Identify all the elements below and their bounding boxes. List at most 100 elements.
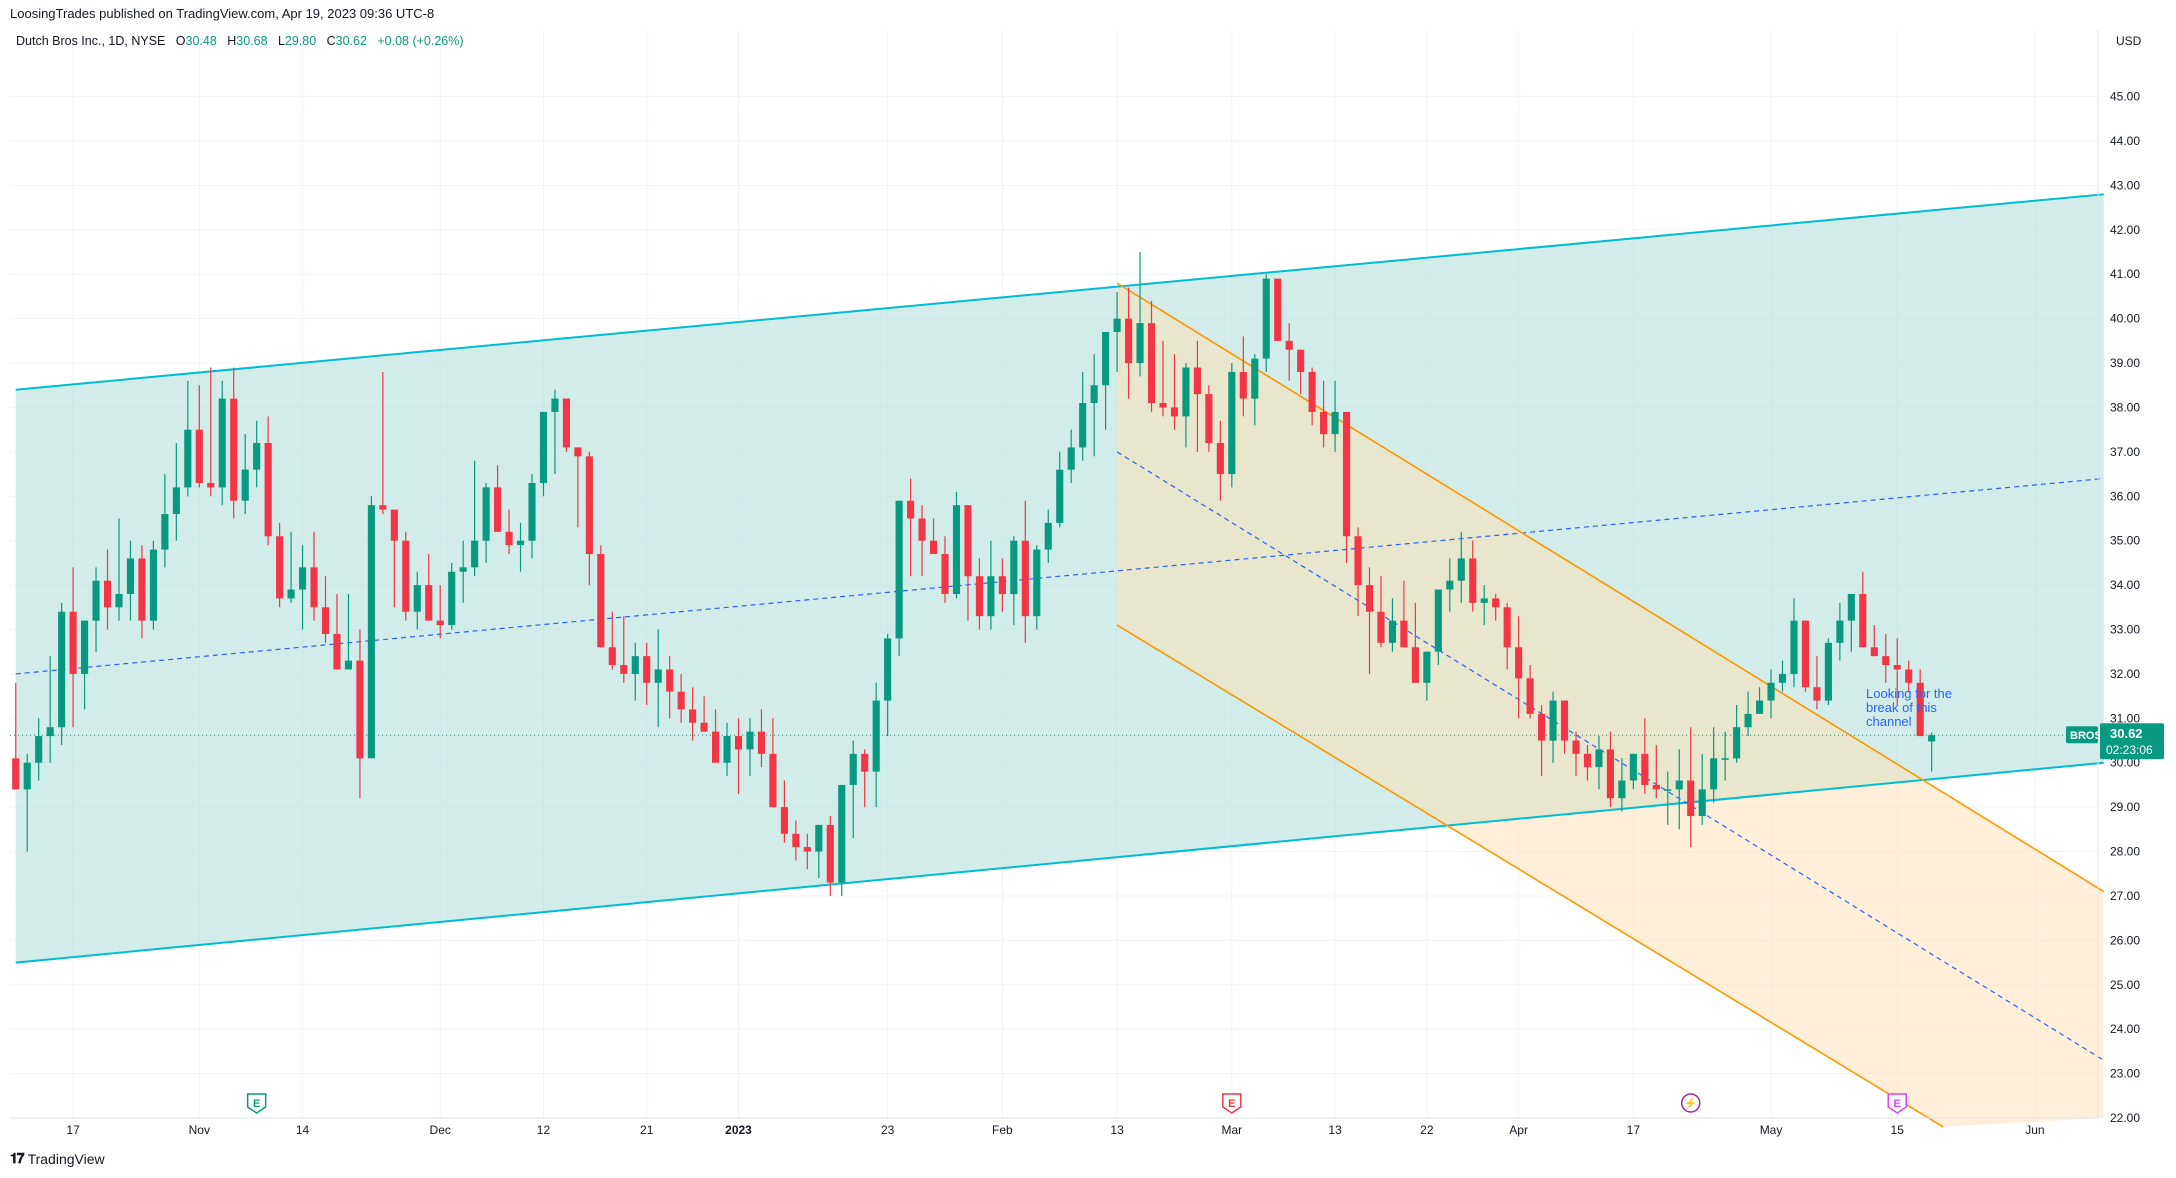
candle[interactable] bbox=[1905, 660, 1913, 692]
candle[interactable] bbox=[574, 447, 582, 528]
candle[interactable] bbox=[253, 420, 261, 488]
candle[interactable] bbox=[918, 505, 926, 577]
candle[interactable] bbox=[81, 620, 89, 710]
candle[interactable] bbox=[1801, 620, 1810, 692]
candle[interactable] bbox=[562, 398, 570, 452]
candle[interactable] bbox=[1778, 660, 1787, 692]
candle[interactable] bbox=[1285, 323, 1293, 381]
candle[interactable] bbox=[310, 531, 318, 621]
candle[interactable] bbox=[1228, 363, 1236, 488]
candle[interactable] bbox=[1423, 651, 1431, 701]
candle[interactable] bbox=[1526, 665, 1534, 719]
candle[interactable] bbox=[1297, 349, 1305, 395]
candle[interactable] bbox=[1251, 354, 1259, 426]
candle[interactable] bbox=[872, 682, 880, 808]
candle[interactable] bbox=[482, 482, 490, 563]
candlesticks[interactable] bbox=[12, 252, 1936, 896]
candle[interactable] bbox=[998, 558, 1006, 612]
candle[interactable] bbox=[884, 633, 892, 737]
candle[interactable] bbox=[1125, 287, 1133, 399]
candle[interactable] bbox=[964, 505, 972, 621]
candle[interactable] bbox=[1847, 593, 1855, 652]
candle[interactable] bbox=[23, 753, 31, 852]
candle[interactable] bbox=[356, 629, 364, 799]
candle[interactable] bbox=[975, 558, 983, 630]
candle[interactable] bbox=[723, 722, 731, 777]
candle[interactable] bbox=[666, 656, 674, 719]
candle[interactable] bbox=[1652, 744, 1660, 799]
candle[interactable] bbox=[1492, 593, 1500, 621]
candle[interactable] bbox=[620, 616, 628, 683]
candle[interactable] bbox=[780, 780, 788, 843]
candle[interactable] bbox=[769, 718, 777, 808]
candle[interactable] bbox=[413, 571, 421, 630]
candle[interactable] bbox=[1136, 252, 1144, 377]
candle[interactable] bbox=[1675, 749, 1683, 830]
candle[interactable] bbox=[1056, 451, 1064, 528]
candle[interactable] bbox=[379, 371, 387, 515]
candle[interactable] bbox=[1400, 580, 1408, 648]
candle[interactable] bbox=[551, 389, 559, 475]
candle[interactable] bbox=[1836, 602, 1844, 661]
candle[interactable] bbox=[241, 434, 249, 515]
footer-brand[interactable]: 𝟏𝟕 TradingView bbox=[10, 1150, 105, 1167]
candle[interactable] bbox=[35, 718, 43, 781]
candle[interactable] bbox=[333, 593, 341, 670]
candle[interactable] bbox=[126, 540, 135, 621]
candle[interactable] bbox=[436, 585, 444, 639]
candle[interactable] bbox=[1824, 638, 1832, 706]
candle[interactable] bbox=[218, 380, 226, 506]
candle[interactable] bbox=[1859, 571, 1867, 648]
candle[interactable] bbox=[1515, 616, 1523, 719]
candle[interactable] bbox=[1342, 411, 1351, 563]
candle[interactable] bbox=[1606, 731, 1614, 808]
candle[interactable] bbox=[115, 518, 123, 621]
candle[interactable] bbox=[1308, 367, 1316, 426]
candle[interactable] bbox=[1560, 700, 1569, 754]
candle[interactable] bbox=[103, 549, 112, 630]
candle[interactable] bbox=[1044, 509, 1052, 563]
time-axis[interactable]: 17 Nov 14 Dec 12 21 2023 23 Feb 13 Mar 13 22 Apr 17 May… bbox=[10, 1117, 2098, 1137]
candle[interactable] bbox=[12, 682, 20, 790]
candle[interactable] bbox=[1457, 531, 1465, 603]
candle[interactable] bbox=[344, 593, 352, 670]
candle[interactable] bbox=[1629, 753, 1637, 790]
candle[interactable] bbox=[69, 567, 77, 728]
candle[interactable] bbox=[402, 531, 410, 621]
candle[interactable] bbox=[459, 540, 467, 603]
candle[interactable] bbox=[1411, 602, 1419, 683]
candle[interactable] bbox=[987, 540, 995, 630]
candle[interactable] bbox=[1664, 771, 1672, 825]
candle[interactable] bbox=[1239, 336, 1247, 417]
candle[interactable] bbox=[1583, 744, 1592, 781]
candle[interactable] bbox=[516, 522, 525, 572]
candle[interactable] bbox=[792, 820, 800, 861]
candle[interactable] bbox=[138, 545, 146, 639]
candle[interactable] bbox=[1916, 669, 1924, 737]
candle[interactable] bbox=[298, 545, 307, 630]
price-axis[interactable]: USD 45.00 44.00 43.00 42.00 41.00 40.00 39.00 38… bbox=[2066, 30, 2164, 1125]
candle[interactable] bbox=[734, 718, 743, 794]
earnings-marker[interactable]: E bbox=[246, 1093, 267, 1114]
candle[interactable] bbox=[149, 540, 157, 630]
candle[interactable] bbox=[1698, 753, 1706, 825]
candle[interactable] bbox=[207, 367, 215, 497]
candle[interactable] bbox=[46, 656, 54, 763]
candle[interactable] bbox=[1021, 500, 1029, 643]
candle[interactable] bbox=[1067, 429, 1075, 483]
candle[interactable] bbox=[1469, 540, 1477, 612]
candle[interactable] bbox=[1262, 274, 1270, 372]
candle[interactable] bbox=[1434, 589, 1442, 666]
candle[interactable] bbox=[1687, 727, 1695, 848]
candle[interactable] bbox=[1274, 278, 1282, 341]
candle[interactable] bbox=[1170, 354, 1179, 430]
candle[interactable] bbox=[1721, 731, 1729, 781]
candle[interactable] bbox=[1572, 731, 1580, 777]
candle[interactable] bbox=[952, 491, 961, 599]
candle[interactable] bbox=[287, 531, 295, 603]
candle[interactable] bbox=[539, 411, 548, 497]
candle[interactable] bbox=[1744, 691, 1752, 737]
candle[interactable] bbox=[264, 416, 272, 546]
candle[interactable] bbox=[1893, 638, 1901, 706]
